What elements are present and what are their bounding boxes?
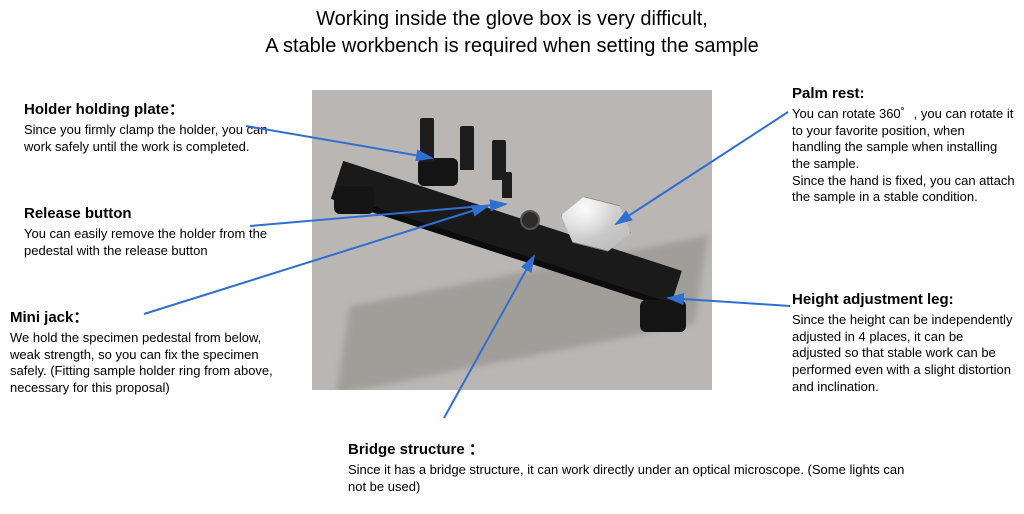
label-title: Height adjustment leg: xyxy=(792,290,1016,309)
label-title: Mini jack： xyxy=(10,308,280,327)
label-title: Bridge structure ： xyxy=(348,440,908,459)
release-knob xyxy=(520,210,540,230)
header-line-1: Working inside the glove box is very dif… xyxy=(0,6,1024,33)
label-body: We hold the specimen pedestal from below… xyxy=(10,330,273,395)
device-leg xyxy=(640,300,686,332)
label-body: You can rotate 360゜, you can rotate it t… xyxy=(792,106,1015,204)
holder-post xyxy=(460,126,474,170)
label-bridge-structure: Bridge structure ： Since it has a bridge… xyxy=(348,440,908,495)
header-line-2: A stable workbench is required when sett… xyxy=(0,33,1024,60)
label-body: You can easily remove the holder from th… xyxy=(24,226,267,258)
product-photo xyxy=(312,90,712,390)
label-holder-plate: Holder holding plate： Since you firmly c… xyxy=(24,100,274,155)
mini-jack-post xyxy=(502,172,512,198)
label-body: Since you firmly clamp the holder, you c… xyxy=(24,122,268,154)
label-release-button: Release button You can easily remove the… xyxy=(24,204,284,259)
label-mini-jack: Mini jack： We hold the specimen pedestal… xyxy=(10,308,280,397)
label-title: Palm rest: xyxy=(792,84,1016,103)
device-leg xyxy=(334,186,374,214)
label-palm-rest: Palm rest: You can rotate 360゜, you can … xyxy=(792,84,1016,206)
holder-post xyxy=(420,118,434,162)
page-header: Working inside the glove box is very dif… xyxy=(0,0,1024,60)
label-height-leg: Height adjustment leg: Since the height … xyxy=(792,290,1016,395)
label-body: Since it has a bridge structure, it can … xyxy=(348,462,904,494)
label-title: Release button xyxy=(24,204,284,223)
device-leg xyxy=(418,158,458,186)
label-title: Holder holding plate： xyxy=(24,100,274,119)
label-body: Since the height can be independently ad… xyxy=(792,312,1012,394)
